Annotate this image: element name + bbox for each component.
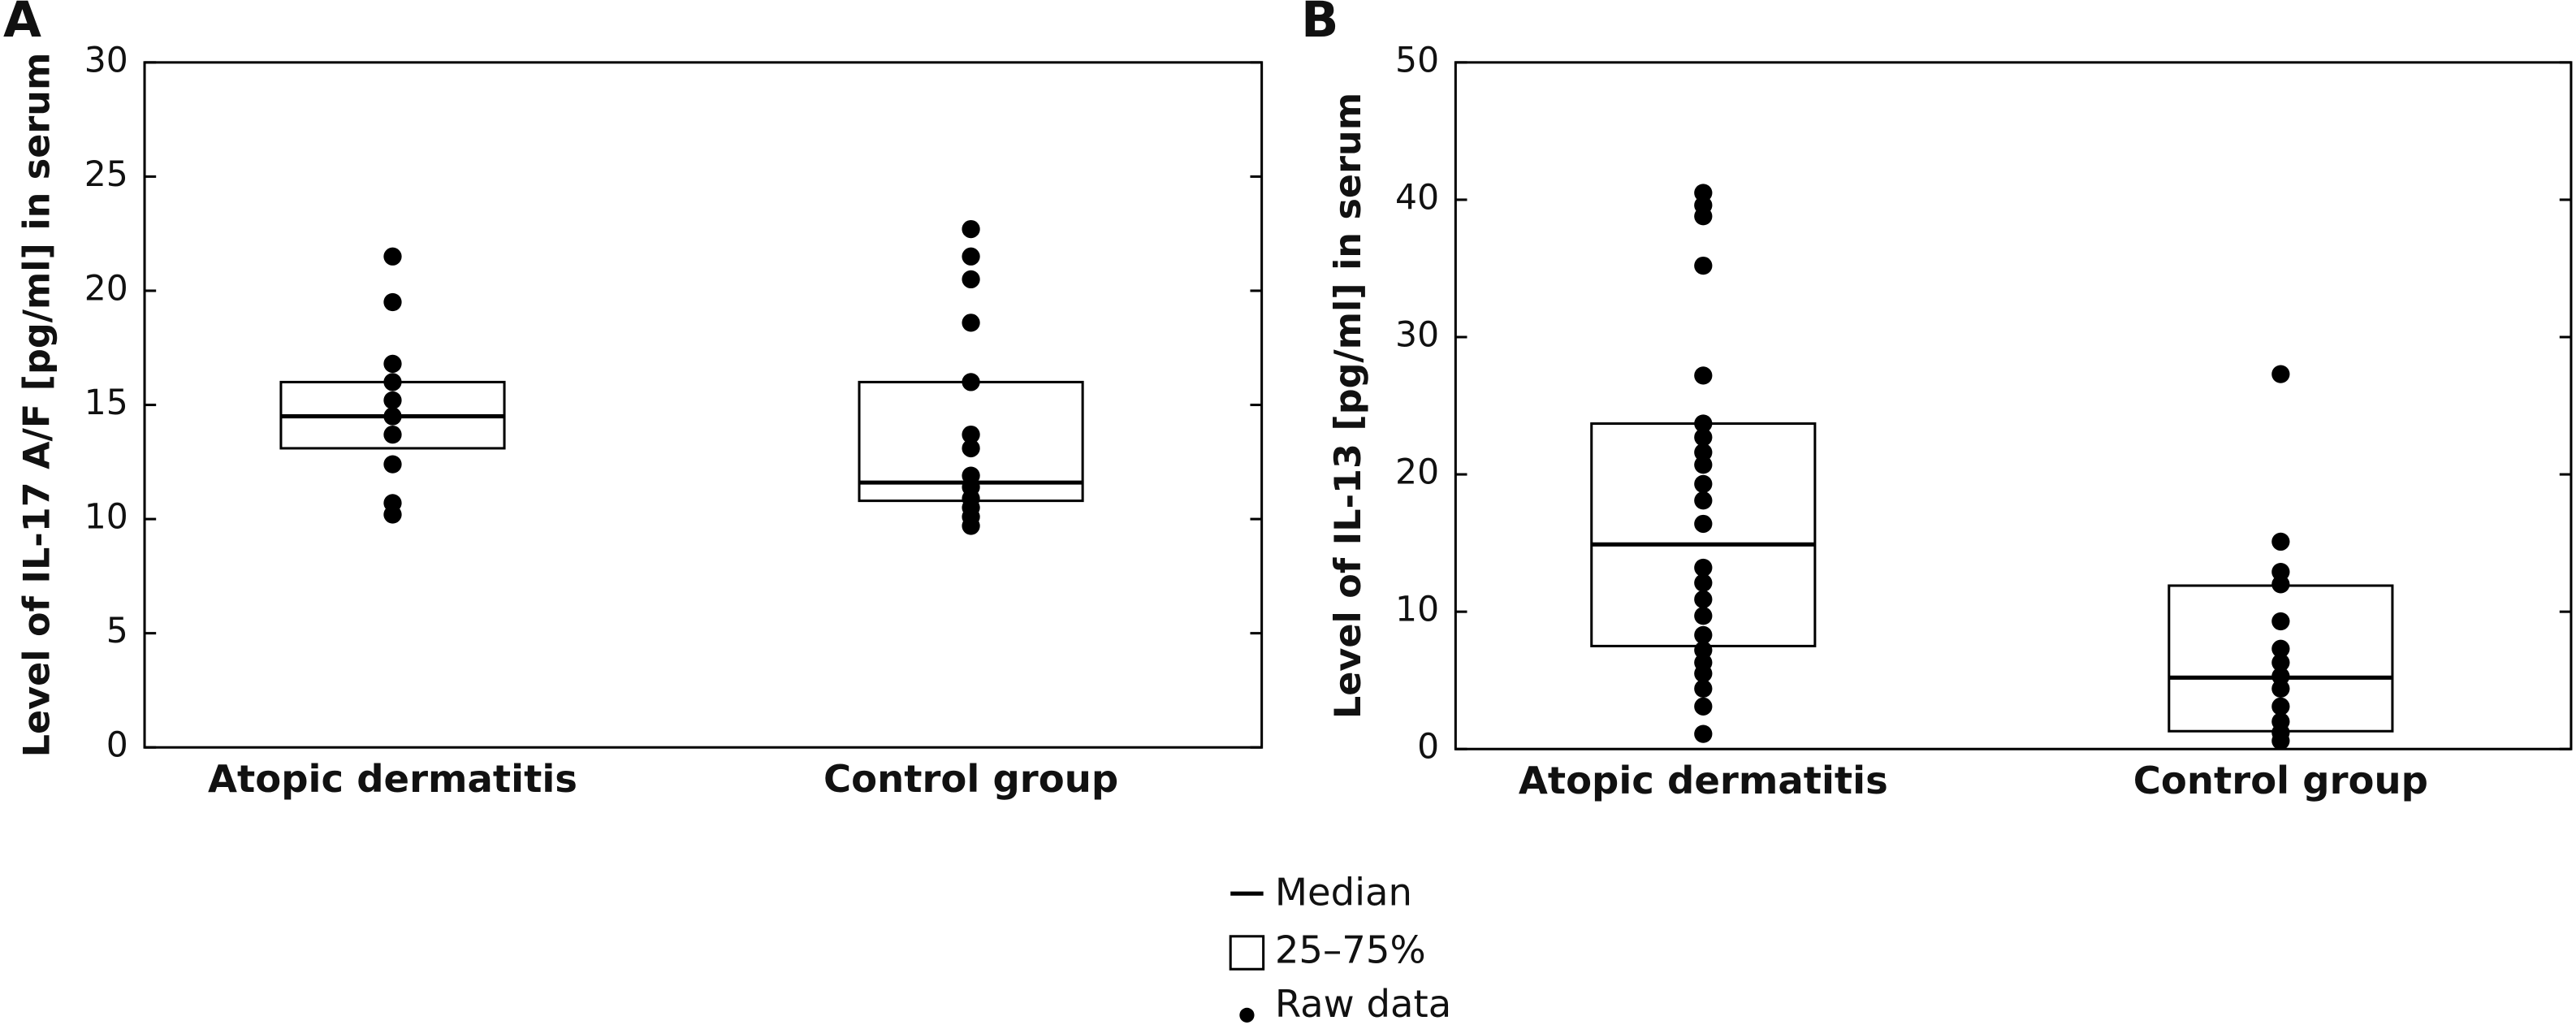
raw-point bbox=[2271, 639, 2290, 658]
y-tick-label: 10 bbox=[84, 498, 128, 538]
y-axis-title: Level of IL-13 [pg/ml] in serum bbox=[1328, 93, 1369, 719]
raw-point bbox=[1694, 207, 1713, 226]
raw-point bbox=[1694, 491, 1713, 510]
legend-point-icon bbox=[1239, 1007, 1255, 1023]
y-tick-label: 30 bbox=[1395, 316, 1439, 356]
plot-frame bbox=[1454, 61, 2573, 750]
raw-point bbox=[1694, 679, 1713, 698]
raw-point bbox=[1694, 256, 1713, 275]
raw-point bbox=[1694, 641, 1713, 660]
raw-point bbox=[2271, 562, 2290, 582]
raw-point bbox=[383, 505, 402, 524]
raw-point bbox=[1694, 428, 1713, 447]
raw-point bbox=[1694, 366, 1713, 385]
raw-point bbox=[1694, 456, 1713, 474]
legend-label: Raw data bbox=[1275, 982, 1451, 1025]
raw-point bbox=[1694, 664, 1713, 683]
x-tick-label: Control group bbox=[823, 757, 1118, 801]
raw-point bbox=[383, 407, 402, 426]
y-tick-label: 25 bbox=[84, 155, 128, 195]
y-tick-label: 0 bbox=[1417, 728, 1439, 768]
x-tick-label: Control group bbox=[2133, 759, 2428, 802]
raw-point bbox=[383, 247, 402, 266]
x-tick-label: Atopic dermatitis bbox=[208, 757, 577, 801]
raw-point bbox=[1694, 443, 1713, 462]
raw-point bbox=[962, 219, 980, 239]
raw-point bbox=[2271, 612, 2290, 631]
legend-box-icon bbox=[1229, 935, 1265, 971]
y-tick-label: 20 bbox=[84, 269, 128, 309]
panel-label: A bbox=[3, 0, 41, 49]
raw-point bbox=[962, 314, 980, 332]
y-tick-label: 50 bbox=[1395, 41, 1439, 80]
raw-point bbox=[383, 373, 402, 391]
raw-point bbox=[1694, 625, 1713, 645]
raw-point bbox=[1694, 573, 1713, 592]
plot-frame bbox=[143, 61, 1264, 749]
raw-point bbox=[383, 292, 402, 312]
legend-label: Median bbox=[1275, 871, 1412, 915]
y-tick-label: 0 bbox=[106, 726, 128, 766]
raw-point bbox=[383, 354, 402, 374]
raw-point bbox=[1694, 474, 1713, 494]
y-tick-label: 20 bbox=[1395, 453, 1439, 493]
panel-label: B bbox=[1301, 0, 1338, 49]
raw-point bbox=[2271, 532, 2290, 551]
y-tick-label: 40 bbox=[1395, 178, 1439, 218]
raw-point bbox=[2271, 365, 2290, 383]
raw-point bbox=[962, 425, 980, 444]
raw-point bbox=[962, 439, 980, 458]
raw-point bbox=[1694, 514, 1713, 534]
raw-point bbox=[383, 425, 402, 444]
raw-point bbox=[2271, 731, 2290, 750]
y-tick-label: 5 bbox=[106, 612, 128, 651]
raw-point bbox=[383, 455, 402, 474]
raw-point bbox=[1694, 558, 1713, 577]
x-tick-label: Atopic dermatitis bbox=[1519, 759, 1888, 802]
raw-point bbox=[962, 373, 980, 391]
y-tick-label: 15 bbox=[84, 383, 128, 423]
raw-point bbox=[2271, 575, 2290, 594]
raw-point bbox=[1694, 607, 1713, 625]
legend-label: 25–75% bbox=[1275, 928, 1426, 972]
raw-point bbox=[1694, 184, 1713, 202]
raw-point bbox=[1694, 724, 1713, 743]
raw-point bbox=[962, 517, 980, 535]
raw-point bbox=[1694, 697, 1713, 716]
raw-point bbox=[962, 270, 980, 289]
raw-point bbox=[2271, 667, 2290, 685]
y-tick-label: 10 bbox=[1395, 590, 1439, 630]
y-axis-title: Level of IL-17 A/F [pg/ml] in serum bbox=[17, 53, 58, 758]
raw-point bbox=[383, 391, 402, 410]
raw-point bbox=[962, 247, 980, 266]
y-tick-label: 30 bbox=[84, 41, 128, 80]
raw-point bbox=[2271, 697, 2290, 716]
raw-point bbox=[2271, 653, 2290, 672]
raw-point bbox=[1694, 590, 1713, 609]
raw-point bbox=[1694, 414, 1713, 433]
raw-point bbox=[2271, 679, 2290, 698]
